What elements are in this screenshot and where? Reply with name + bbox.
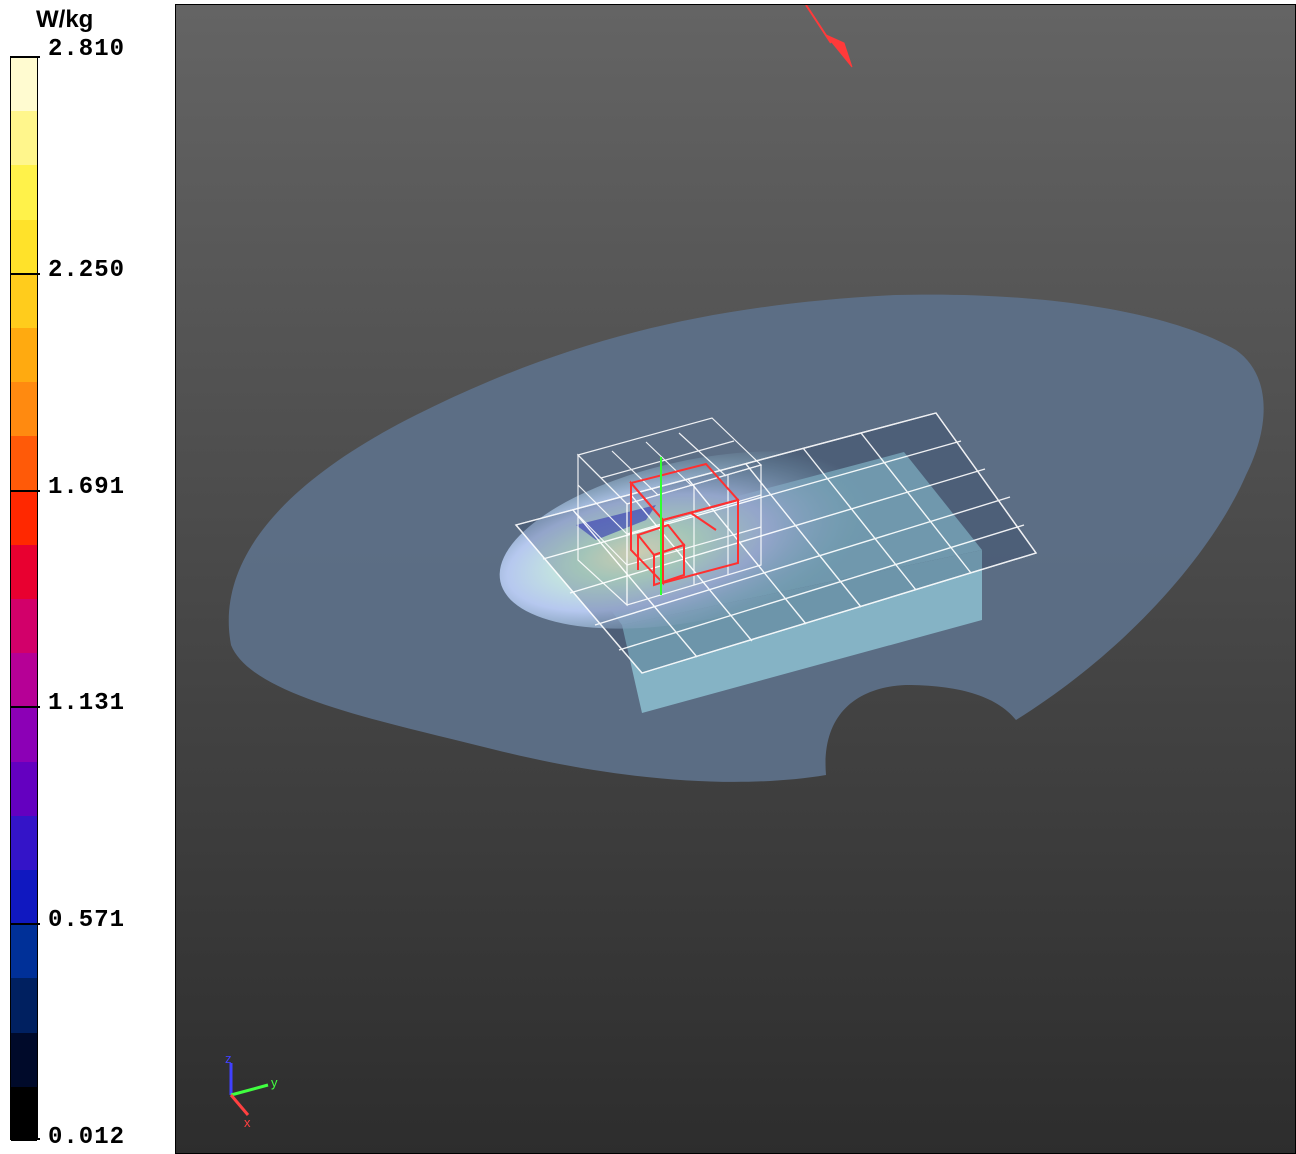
colorbar-band (11, 57, 37, 112)
scene: z y x (176, 5, 1295, 1153)
legend-tick-mark (10, 923, 40, 926)
axis-label-z: z (225, 1051, 232, 1066)
axis-label-y: y (271, 1075, 278, 1090)
axis-triad (229, 1063, 269, 1116)
colorbar-band (11, 328, 37, 383)
slab-front-face (622, 550, 982, 713)
colorbar-band (11, 1032, 37, 1088)
legend-tick-mark (10, 1138, 40, 1140)
colorbar-band (11, 544, 37, 600)
colorbar-band (11, 436, 37, 492)
colorbar-band (11, 815, 37, 871)
legend-tick-label: 0.012 (48, 1124, 126, 1151)
legend-tick-label: 2.810 (48, 36, 126, 63)
colorbar-band (11, 490, 37, 546)
legend-tick-mark (10, 56, 40, 58)
zoom-cube-red (629, 462, 740, 587)
colorbar-band (11, 273, 37, 329)
colorbar-band (11, 978, 37, 1034)
colorbar-band (11, 761, 37, 817)
legend-tick-label: 1.691 (48, 473, 126, 501)
legend-tick-label: 2.250 (48, 256, 126, 284)
colorbar-band (11, 219, 37, 275)
colorbar-band (11, 111, 37, 166)
colorbar-band (11, 165, 37, 221)
colorbar-band (11, 1086, 37, 1142)
colorbar-band (11, 870, 37, 925)
legend-tick-label: 1.131 (48, 690, 126, 718)
colorbar (10, 56, 38, 1142)
colorbar-band (11, 599, 37, 654)
legend-tick-mark (10, 272, 40, 275)
legend-tick-label: 0.571 (48, 907, 126, 935)
legend-unit: W/kg (36, 6, 94, 33)
colorbar-band (11, 924, 37, 979)
scan-grid (514, 412, 1038, 674)
legend-tick-mark (10, 489, 40, 492)
axis-label-x: x (244, 1115, 251, 1130)
3d-viewport[interactable]: z y x (175, 4, 1296, 1154)
colorbar-band (11, 653, 37, 708)
legend-tick-mark (10, 706, 40, 709)
direction-arrow (805, 5, 853, 68)
colorbar-band (11, 707, 37, 763)
color-legend: W/kg 2.810 2.250 1.691 1.131 0.571 0.012 (0, 0, 170, 1154)
colorbar-band (11, 382, 37, 437)
